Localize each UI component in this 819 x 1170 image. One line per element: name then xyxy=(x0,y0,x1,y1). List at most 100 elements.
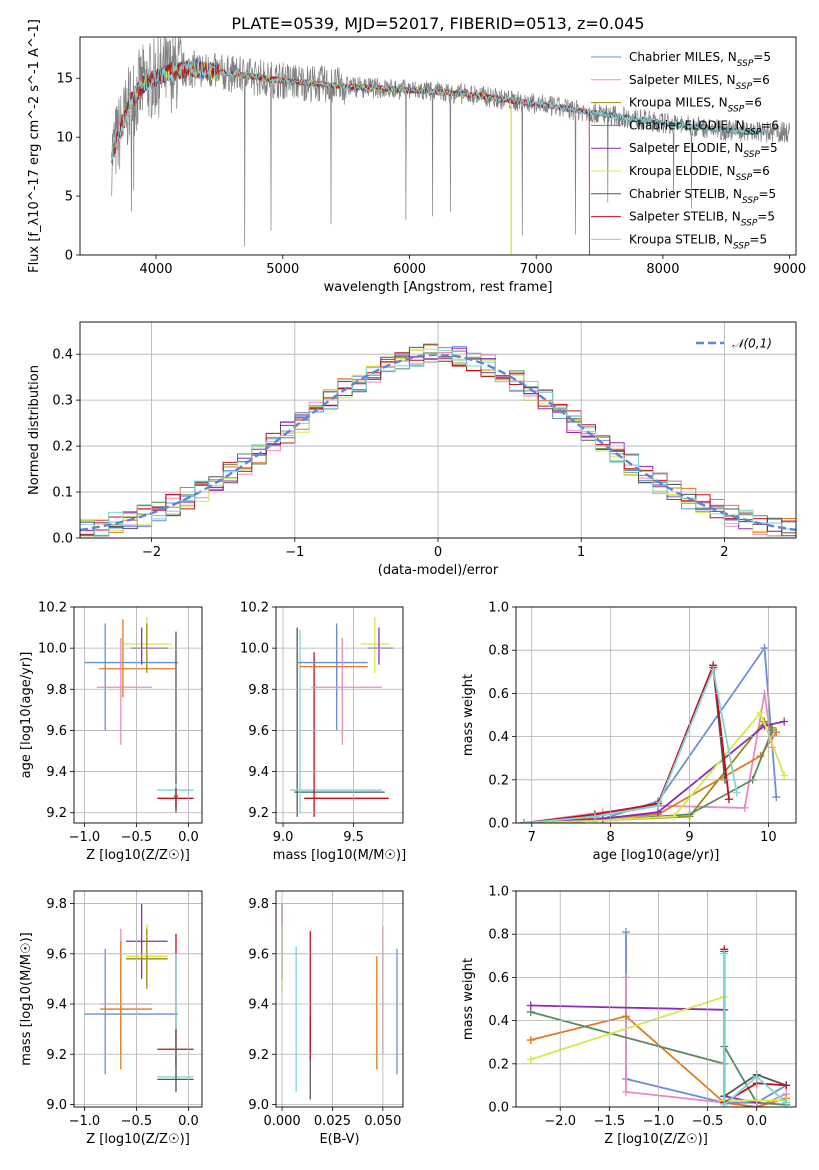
weight-marker xyxy=(622,1087,631,1096)
axes-frame xyxy=(275,890,404,1108)
y-axis-label: Normed distribution xyxy=(27,365,42,495)
x-axis-label: Z [log10(Z/Z☉)] xyxy=(86,1132,190,1147)
y-tick-label: 9.2 xyxy=(248,806,269,821)
plot-area xyxy=(281,903,398,1100)
y-tick-label: 9.8 xyxy=(248,683,269,698)
weight-marker xyxy=(732,788,741,797)
y-tick-label: 9.4 xyxy=(248,998,269,1013)
axes-frame xyxy=(515,890,797,1108)
y-tick-label: 0.0 xyxy=(488,817,509,832)
panel-mass-weight-vs-age: 7 8 9 10 0.0 0.2 0.4 0.6 0.8 1.0 age [log10(age/yr… xyxy=(461,601,797,863)
panel-residual-histogram: −2 −1 0 1 2 0.0 0.1 0.2 0.3 0.4 (data-model)/error… xyxy=(27,321,797,578)
x-tick-label: 5000 xyxy=(266,262,299,277)
y-tick-label: 0.0 xyxy=(488,1101,509,1116)
legend-label: Salpeter STELIB, NSSP=5 xyxy=(629,210,775,229)
x-tick-label: 0 xyxy=(434,545,442,560)
weight-marker xyxy=(622,928,631,937)
x-axis-label: E(B-V) xyxy=(319,1132,359,1147)
panel-age-vs-mass: 9.0 9.5 9.2 9.4 9.6 9.8 10.0 10.2 mass [log10(M/… xyxy=(240,601,406,864)
panel-age-vs-Z: −1.0 −0.5 0.0 9.2 9.4 9.6 9.8 10.0 10.2 Z [log10(… xyxy=(19,601,203,863)
x-tick-label: 10 xyxy=(760,830,777,845)
x-tick-label: 9.0 xyxy=(273,830,294,845)
y-tick-label: 0.4 xyxy=(52,348,73,363)
y-tick-label: 9.8 xyxy=(248,897,269,912)
weight-marker xyxy=(780,717,789,726)
weight-marker xyxy=(740,803,749,812)
y-tick-label: 9.4 xyxy=(46,998,67,1013)
model-spectrum xyxy=(111,60,765,160)
y-tick-label: 0.4 xyxy=(488,730,509,745)
y-tick-label: 9.8 xyxy=(46,683,67,698)
plot-area xyxy=(290,617,394,817)
x-tick-label: 8 xyxy=(607,830,615,845)
y-axis-label: mass weight xyxy=(461,674,476,756)
x-tick-label: 0.0 xyxy=(746,1114,767,1129)
x-tick-label: 0.0 xyxy=(178,830,199,845)
x-tick-label: −0.5 xyxy=(692,1114,724,1129)
x-axis-label: wavelength [Angstrom, rest frame] xyxy=(324,280,553,295)
weight-marker xyxy=(720,1100,729,1107)
x-tick-label: −1.0 xyxy=(69,830,101,845)
weight-marker xyxy=(720,949,729,958)
weight-marker xyxy=(709,665,718,674)
x-tick-label: 0.000 xyxy=(263,1114,300,1129)
x-tick-label: −2 xyxy=(142,545,161,560)
y-tick-label: 0.1 xyxy=(52,486,73,501)
y-tick-label: 0.2 xyxy=(488,1057,509,1072)
weight-line xyxy=(523,667,726,823)
y-tick-label: 10.2 xyxy=(38,601,67,616)
weight-marker xyxy=(519,819,528,823)
x-tick-label: 7000 xyxy=(520,262,553,277)
weight-marker xyxy=(756,708,765,717)
x-axis-label: Z [log10(Z/Z☉)] xyxy=(86,848,190,863)
x-tick-label: 9 xyxy=(685,830,693,845)
x-tick-label: −1.0 xyxy=(69,1114,101,1129)
axes-frame xyxy=(73,606,203,824)
y-tick-label: 10.0 xyxy=(38,642,67,657)
legend-label: Salpeter ELODIE, NSSP=5 xyxy=(629,141,778,160)
weight-marker xyxy=(590,812,599,821)
x-tick-label: −1 xyxy=(285,545,304,560)
axes-frame xyxy=(79,36,797,256)
x-tick-label: 8000 xyxy=(646,262,679,277)
y-tick-label: 0.3 xyxy=(52,394,73,409)
y-axis-label: age [log10(age/yr)] xyxy=(19,652,34,779)
weight-marker xyxy=(768,726,777,735)
y-tick-label: 9.2 xyxy=(248,1048,269,1063)
y-tick-label: 9.4 xyxy=(248,765,269,780)
weight-line xyxy=(723,949,787,1105)
figure-title: PLATE=0539, MJD=52017, FIBERID=0513, z=0… xyxy=(231,14,644,33)
x-tick-label: −1.5 xyxy=(594,1114,626,1129)
weight-marker xyxy=(526,1036,535,1045)
panel-mass-vs-Z: −1.0 −0.5 0.0 9.0 9.2 9.4 9.6 9.8 Z [log10(Z/Z☉)… xyxy=(19,890,203,1147)
x-tick-label: 0.0 xyxy=(178,1114,199,1129)
weight-marker xyxy=(724,795,733,804)
y-tick-label: 1.0 xyxy=(488,885,509,900)
legend-label: Kroupa ELODIE, NSSP=6 xyxy=(629,164,770,183)
x-tick-label: −0.5 xyxy=(121,830,153,845)
legend-label: 𝒩(0,1) xyxy=(732,337,772,351)
y-tick-label: 9.2 xyxy=(46,1048,67,1063)
legend-label: Salpeter MILES, NSSP=6 xyxy=(629,73,770,92)
y-tick-label: 15 xyxy=(56,72,73,87)
plot-area xyxy=(519,644,789,823)
y-axis-label: mass weight xyxy=(461,958,476,1040)
y-tick-label: 10 xyxy=(56,131,73,146)
y-tick-label: 10.0 xyxy=(240,642,269,657)
x-tick-label: 0.050 xyxy=(364,1114,401,1129)
y-tick-label: 9.6 xyxy=(46,947,67,962)
weight-marker xyxy=(780,771,789,780)
weight-marker xyxy=(526,1055,535,1064)
x-tick-label: −0.5 xyxy=(121,1114,153,1129)
panel-mass-weight-vs-Z: −2.0 −1.5 −1.0 −0.5 0.0 0.0 0.2 0.4 0.6 0.8 1.0 Z [… xyxy=(461,885,797,1147)
weight-marker xyxy=(653,801,662,810)
legend-label: Chabrier STELIB, NSSP=5 xyxy=(629,187,776,206)
y-tick-label: 0.6 xyxy=(488,971,509,986)
observed-spectrum xyxy=(111,37,790,247)
y-tick-label: 0.2 xyxy=(52,440,73,455)
plot-area xyxy=(111,37,790,255)
y-axis-label: mass [log10(M/M☉)] xyxy=(19,932,34,1065)
y-tick-label: 10.2 xyxy=(240,601,269,616)
x-tick-label: 9.5 xyxy=(343,830,364,845)
y-tick-label: 0.8 xyxy=(488,644,509,659)
